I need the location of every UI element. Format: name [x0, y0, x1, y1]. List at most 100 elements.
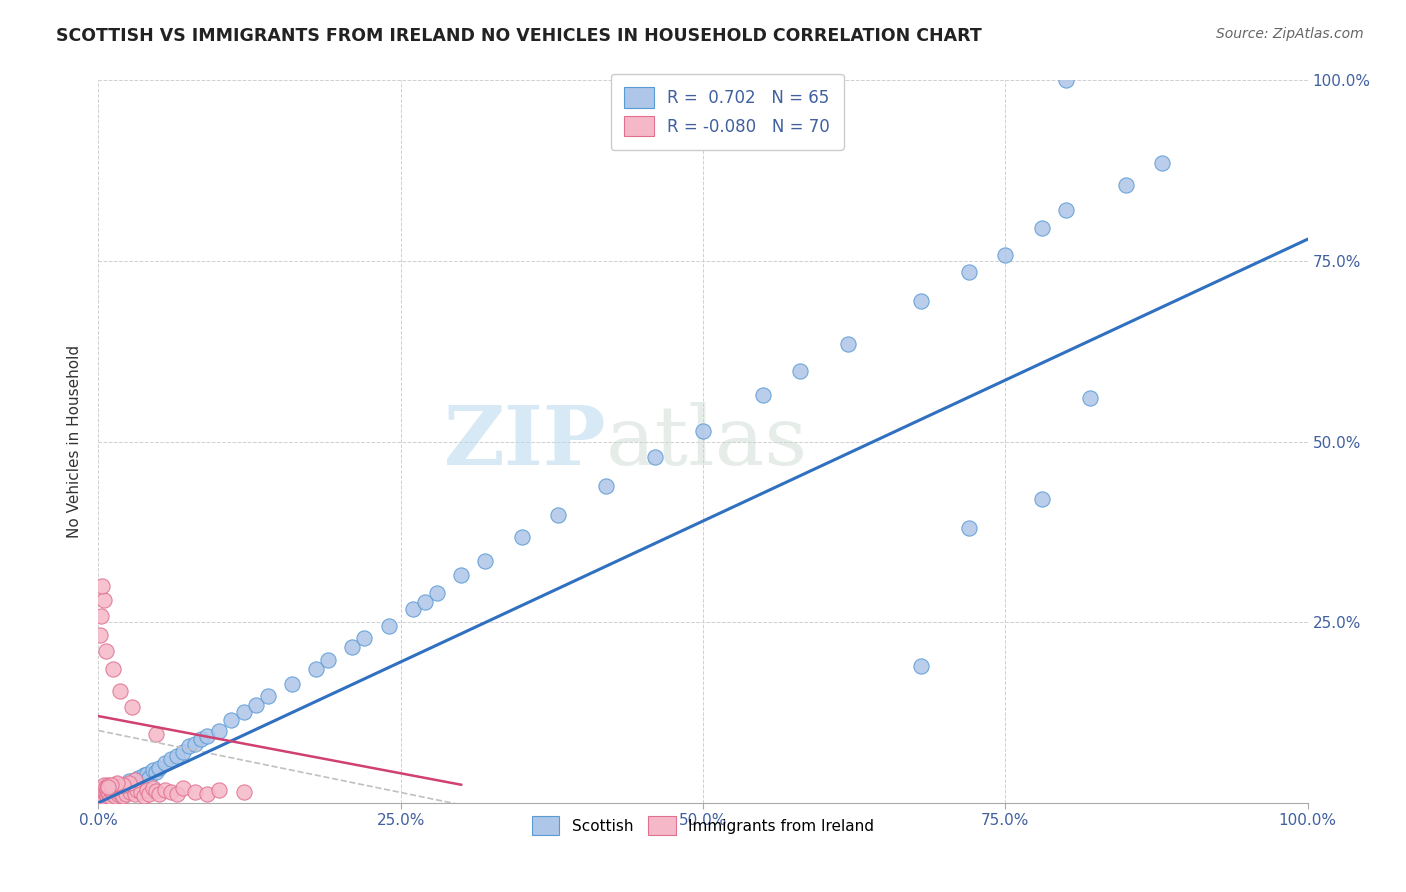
- Point: [107, 787, 129, 801]
- Point: [135, 782, 157, 797]
- Point: [305, 662, 328, 676]
- Text: atlas: atlas: [606, 401, 808, 482]
- Point: [100, 782, 122, 797]
- Point: [148, 761, 170, 775]
- Point: [108, 683, 131, 698]
- Point: [105, 784, 128, 798]
- Point: [160, 785, 183, 799]
- Point: [1054, 73, 1077, 87]
- Point: [110, 784, 132, 798]
- Point: [91, 789, 114, 803]
- Point: [692, 424, 714, 438]
- Point: [101, 789, 124, 803]
- Point: [108, 781, 131, 796]
- Point: [342, 640, 364, 655]
- Point: [114, 778, 136, 792]
- Point: [910, 658, 932, 673]
- Point: [134, 768, 156, 782]
- Point: [1078, 391, 1101, 405]
- Point: [1152, 156, 1174, 170]
- Point: [97, 786, 120, 800]
- Point: [837, 337, 859, 351]
- Point: [110, 780, 132, 794]
- Point: [90, 784, 112, 798]
- Point: [121, 775, 143, 789]
- Point: [752, 387, 775, 401]
- Point: [121, 700, 143, 714]
- Point: [90, 609, 112, 624]
- Point: [179, 739, 201, 754]
- Point: [101, 787, 124, 801]
- Point: [153, 782, 176, 797]
- Text: ZIP: ZIP: [444, 401, 606, 482]
- Point: [135, 767, 157, 781]
- Point: [100, 787, 122, 801]
- Point: [547, 508, 569, 523]
- Point: [93, 785, 115, 799]
- Point: [97, 790, 120, 805]
- Point: [510, 530, 533, 544]
- Point: [166, 748, 188, 763]
- Point: [97, 780, 120, 794]
- Point: [115, 787, 138, 801]
- Point: [114, 780, 136, 794]
- Point: [474, 554, 496, 568]
- Point: [145, 727, 167, 741]
- Point: [105, 777, 128, 791]
- Point: [93, 792, 115, 806]
- Point: [98, 781, 121, 796]
- Point: [184, 785, 207, 799]
- Point: [96, 789, 118, 803]
- Point: [256, 689, 278, 703]
- Point: [910, 293, 932, 308]
- Point: [1054, 203, 1077, 218]
- Point: [160, 752, 183, 766]
- Point: [124, 772, 146, 787]
- Point: [91, 781, 114, 796]
- Point: [1031, 492, 1053, 507]
- Point: [316, 653, 339, 667]
- Point: [101, 662, 124, 676]
- Y-axis label: No Vehicles in Household: No Vehicles in Household: [67, 345, 83, 538]
- Point: [100, 778, 122, 792]
- Point: [89, 628, 111, 642]
- Point: [142, 764, 165, 778]
- Point: [90, 787, 112, 801]
- Point: [94, 780, 117, 794]
- Point: [166, 787, 188, 801]
- Point: [104, 789, 127, 803]
- Point: [107, 782, 129, 797]
- Point: [118, 775, 141, 789]
- Point: [595, 479, 617, 493]
- Text: Source: ZipAtlas.com: Source: ZipAtlas.com: [1216, 27, 1364, 41]
- Point: [118, 781, 141, 796]
- Point: [108, 781, 131, 796]
- Point: [105, 775, 128, 789]
- Point: [413, 595, 436, 609]
- Point: [127, 782, 149, 797]
- Point: [127, 771, 149, 785]
- Point: [232, 706, 254, 720]
- Point: [172, 781, 194, 796]
- Point: [112, 782, 135, 797]
- Point: [111, 778, 134, 792]
- Point: [91, 579, 114, 593]
- Point: [138, 771, 160, 785]
- Point: [103, 782, 125, 797]
- Point: [195, 787, 218, 801]
- Text: SCOTTISH VS IMMIGRANTS FROM IRELAND NO VEHICLES IN HOUSEHOLD CORRELATION CHART: SCOTTISH VS IMMIGRANTS FROM IRELAND NO V…: [56, 27, 981, 45]
- Point: [145, 784, 167, 798]
- Point: [353, 631, 375, 645]
- Point: [145, 765, 167, 780]
- Point: [129, 785, 152, 799]
- Point: [232, 785, 254, 799]
- Point: [153, 756, 176, 770]
- Point: [93, 778, 115, 792]
- Point: [93, 790, 115, 805]
- Point: [402, 602, 425, 616]
- Point: [91, 786, 114, 800]
- Point: [111, 778, 134, 792]
- Point: [195, 729, 218, 743]
- Point: [172, 745, 194, 759]
- Point: [100, 790, 122, 805]
